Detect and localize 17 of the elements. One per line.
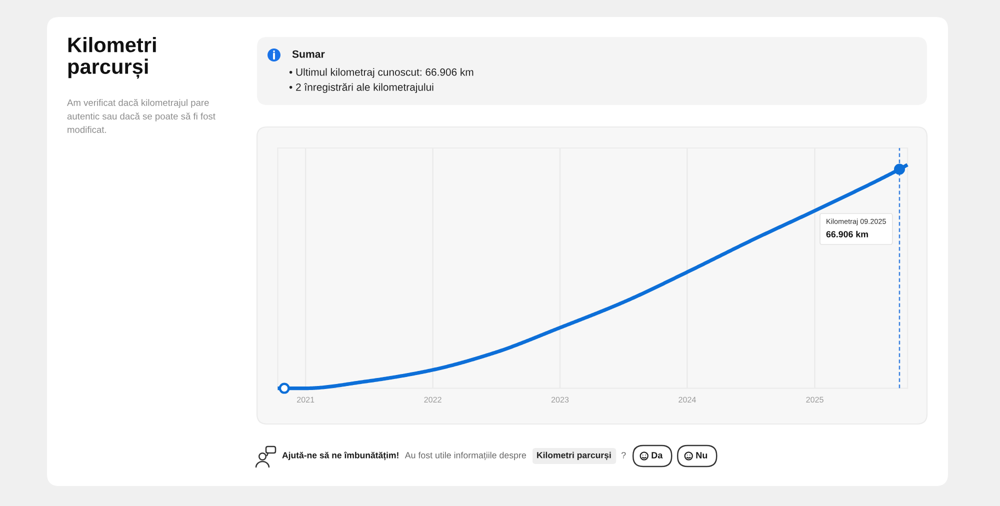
x-tick-label: 2024 (678, 396, 696, 403)
annotation: 66.906 km (826, 230, 868, 238)
text: • 2 înregistrări ale kilometrajului (289, 83, 434, 93)
x-tick-label: 2022 (424, 396, 442, 403)
x-tick-label: 2021 (297, 396, 314, 403)
text: Sumar (292, 50, 325, 58)
text: Nu (696, 452, 708, 458)
text: Da (652, 452, 663, 458)
text: Au fost utile informațiile despre (404, 452, 526, 460)
text: ? (621, 452, 626, 458)
x-tick-label: 2023 (551, 396, 569, 403)
text: Kilometri parcurși (537, 452, 611, 460)
chart-title: Kilometri parcurși (68, 37, 156, 79)
text: Am verificat dacă kilometrajul pare autentic sau dacă se poate să fi fost modificat. (67, 99, 216, 133)
text: Ajută-ne să ne îmbunătățim! (282, 452, 398, 460)
text: • Ultimul kilometraj cunoscut: 66.906 km (289, 68, 474, 78)
x-tick-label: 2025 (806, 396, 824, 403)
